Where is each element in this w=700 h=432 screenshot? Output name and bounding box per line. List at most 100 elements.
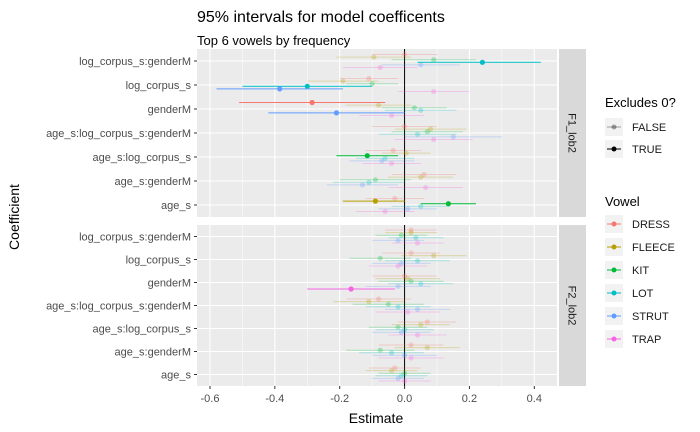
legend-key-point-fleece	[611, 244, 617, 250]
legend-key-point-lot	[611, 290, 617, 296]
estimate-point-fleece	[405, 276, 411, 282]
estimate-point-dress	[309, 99, 315, 106]
legend-label-false: FALSE	[632, 122, 666, 134]
estimate-point-kit	[364, 153, 370, 159]
facet-label: F1_lob2	[566, 113, 578, 153]
x-tick-label: 0.4	[527, 393, 542, 405]
estimate-point-dress	[376, 296, 382, 302]
legend-title-vowel: Vowel	[605, 194, 640, 209]
estimate-point-kit	[398, 232, 404, 238]
estimate-point-kit	[401, 370, 408, 376]
y-axis-title: Coefficient	[6, 184, 22, 250]
estimate-point-dress	[392, 365, 398, 371]
y-tick-label: age_s:log_corpus_s:genderM	[46, 301, 191, 313]
estimate-point-trap	[423, 184, 429, 191]
estimate-point-trap	[377, 64, 383, 71]
y-tick-label: genderM	[148, 104, 191, 116]
y-tick-label: age_s:genderM	[115, 176, 191, 188]
legend-key-point-kit	[611, 267, 617, 273]
estimate-point-kit	[372, 177, 378, 183]
estimate-point-dress	[401, 51, 408, 58]
estimate-point-fleece	[418, 174, 424, 180]
estimate-point-strut	[333, 110, 340, 116]
estimate-point-lot	[479, 59, 486, 65]
estimate-point-strut	[379, 158, 385, 164]
y-tick-label: log_corpus_s	[126, 80, 192, 92]
estimate-point-lot	[398, 373, 404, 379]
estimate-point-fleece	[418, 322, 424, 328]
estimate-point-strut	[401, 352, 408, 358]
legend-label-fleece: FLEECE	[632, 242, 675, 254]
legend-label-kit: KIT	[632, 265, 649, 277]
estimate-point-fleece	[424, 345, 430, 351]
legend-label-lot: LOT	[632, 288, 654, 300]
estimate-point-trap	[348, 286, 354, 292]
estimate-point-strut	[414, 306, 421, 312]
estimate-point-strut	[277, 86, 283, 92]
y-tick-label: log_corpus_s:genderM	[79, 56, 191, 68]
estimate-point-lot	[382, 155, 388, 161]
estimate-point-fleece	[340, 78, 346, 84]
panel-F1_lob2: log_corpus_s:genderM log_corpus_s genderM a…	[46, 49, 586, 217]
estimate-point-strut	[395, 237, 401, 243]
estimate-point-lot	[418, 107, 424, 113]
estimate-point-dress	[401, 273, 408, 279]
legend-title-excludes: Excludes 0?	[605, 95, 676, 110]
estimate-point-kit	[395, 324, 401, 330]
estimate-point-dress	[408, 250, 414, 256]
estimate-point-trap	[408, 355, 414, 361]
x-tick-label: -0.4	[265, 393, 284, 405]
estimate-point-dress	[424, 319, 430, 325]
legend-key-point	[611, 146, 617, 152]
estimate-point-fleece	[372, 198, 378, 204]
estimate-point-dress	[408, 227, 414, 233]
legend-label-true: TRUE	[632, 144, 662, 156]
estimate-point-lot	[414, 258, 421, 264]
facet-label: F2_lob2	[566, 286, 578, 326]
facet-strip	[559, 225, 586, 386]
estimate-point-trap	[401, 378, 408, 384]
estimate-point-dress	[421, 171, 427, 178]
estimate-point-lot	[388, 350, 395, 356]
estimate-point-fleece	[376, 102, 382, 108]
x-tick-label: -0.6	[200, 393, 219, 405]
estimate-point-lot	[395, 304, 401, 310]
chart-title: 95% intervals for model coefficents	[197, 9, 445, 26]
panel-F2_lob2: log_corpus_s:genderM log_corpus_s genderM a…	[46, 225, 586, 386]
estimate-point-strut	[398, 329, 404, 335]
estimate-point-fleece	[371, 54, 377, 60]
estimate-point-dress	[408, 342, 414, 348]
estimate-point-fleece	[403, 150, 409, 156]
estimate-point-fleece	[366, 299, 372, 305]
estimate-point-trap	[431, 136, 437, 143]
facet-strip	[559, 49, 586, 217]
estimate-point-strut	[395, 375, 401, 381]
y-tick-label: age_s:log_corpus_s	[93, 152, 192, 164]
estimate-point-kit	[445, 201, 451, 207]
y-tick-label: age_s:genderM	[115, 347, 191, 359]
estimate-point-kit	[369, 81, 375, 87]
estimate-point-trap	[388, 160, 395, 167]
estimate-point-trap	[382, 208, 388, 215]
x-axis-title: Estimate	[349, 410, 404, 426]
estimate-point-dress	[392, 195, 398, 202]
y-tick-label: log_corpus_s	[126, 255, 192, 267]
facet-panels: log_corpus_s:genderM log_corpus_s genderM a…	[46, 49, 586, 405]
estimate-point-trap	[414, 332, 421, 338]
estimate-point-strut	[418, 62, 424, 68]
legend-key-point-trap	[611, 336, 617, 342]
estimate-point-lot	[401, 327, 408, 333]
estimate-point-trap	[405, 309, 411, 315]
estimate-point-strut	[359, 182, 366, 188]
legend: Excludes 0? FALSE TRUE Vowel DRESS FLEECE KIT L…	[605, 95, 676, 348]
estimate-point-lot	[418, 281, 424, 287]
estimate-point-kit	[411, 105, 417, 111]
estimate-point-fleece	[427, 126, 434, 132]
estimate-point-fleece	[388, 368, 395, 374]
legend-key-point-dress	[611, 221, 617, 227]
estimate-point-kit	[385, 301, 391, 307]
legend-key-point-strut	[611, 313, 617, 319]
estimate-point-strut	[450, 134, 456, 140]
legend-key-background	[605, 118, 623, 136]
estimate-point-lot	[366, 179, 372, 185]
